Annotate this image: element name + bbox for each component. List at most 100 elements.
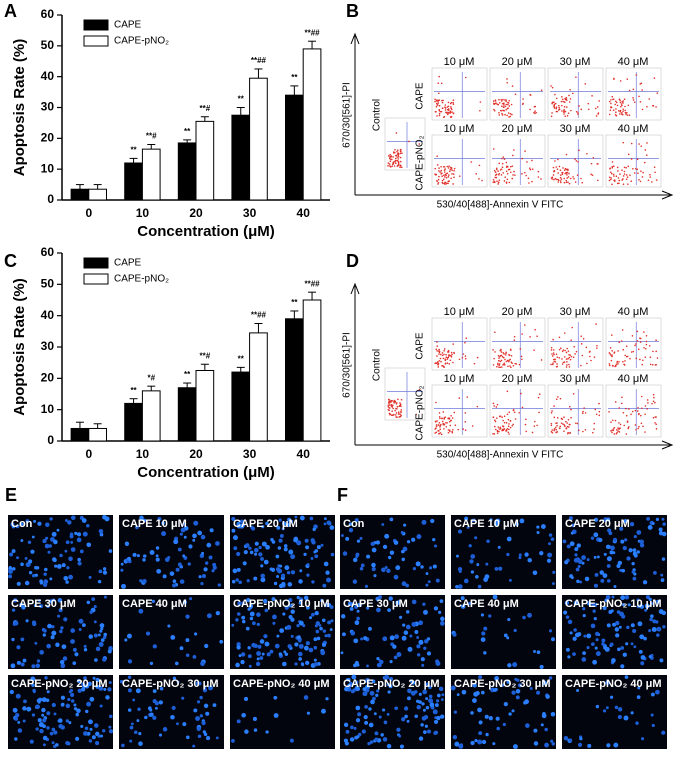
nucleus [277, 546, 282, 550]
nucleus [420, 657, 425, 662]
cell-dot [613, 352, 616, 354]
cell-dot [495, 428, 497, 431]
cell-dot [560, 100, 563, 103]
nucleus [424, 724, 428, 728]
legend-label: CAPE [114, 20, 142, 31]
cell-dot [508, 116, 510, 118]
cell-dot [508, 411, 511, 414]
nucleus [127, 659, 133, 664]
significance-label: **## [251, 56, 267, 65]
nucleus [595, 638, 599, 642]
nucleus [356, 539, 361, 543]
cell-dot [512, 154, 514, 157]
cell-dot [592, 157, 595, 159]
cell-dot [652, 350, 654, 353]
nucleus [429, 702, 435, 707]
cell-dot [445, 425, 448, 428]
nucleus [100, 734, 104, 738]
nucleus [315, 621, 321, 626]
cell-dot [638, 143, 640, 145]
cell-dot [656, 92, 659, 94]
nucleus [42, 735, 48, 741]
cell-dot [554, 102, 557, 105]
nucleus [298, 579, 303, 584]
cell-dot [434, 98, 436, 101]
cell-dot [511, 177, 514, 180]
nucleus [201, 574, 207, 579]
nucleus [47, 550, 51, 554]
cell-dot [502, 363, 505, 366]
nucleus [70, 515, 76, 521]
cell-dot [443, 423, 446, 426]
nucleus [151, 599, 156, 603]
significance-label: **## [304, 279, 320, 288]
nucleus [274, 643, 280, 649]
nucleus [278, 652, 283, 656]
cell-dot [502, 172, 505, 174]
nucleus [516, 678, 520, 682]
cell-dot [506, 359, 509, 362]
nucleus [231, 528, 236, 533]
cell-dot [519, 348, 522, 350]
cell-dot [505, 352, 507, 354]
cell-dot [452, 361, 454, 364]
cell-dot [498, 162, 501, 165]
nucleus [324, 602, 329, 608]
nucleus [129, 739, 133, 743]
cell-dot [444, 358, 446, 360]
cell-dot [496, 432, 499, 434]
cell-dot [569, 431, 571, 434]
nucleus [476, 563, 480, 567]
nucleus [261, 541, 267, 547]
cell-dot [450, 177, 452, 180]
cell-dot [509, 358, 511, 361]
nucleus [192, 654, 197, 659]
cell-dot [642, 171, 644, 174]
nucleus [351, 674, 357, 680]
cell-dot [592, 431, 594, 434]
cell-dot [529, 168, 532, 171]
nucleus [60, 663, 66, 669]
nucleus [550, 739, 554, 743]
nucleus [359, 536, 363, 540]
cell-dot [495, 173, 498, 176]
cell-dot [504, 99, 506, 101]
cell-dot [653, 77, 656, 79]
cell-dot [438, 175, 440, 178]
nucleus [51, 727, 56, 732]
nucleus [632, 628, 637, 634]
nucleus [107, 687, 112, 692]
cell-dot [492, 179, 495, 181]
nucleus [201, 551, 205, 555]
cell-dot [563, 177, 565, 180]
nucleus [623, 519, 628, 524]
nucleus [98, 686, 104, 691]
cell-dot [580, 364, 582, 367]
nucleus [28, 559, 33, 564]
nucleus [458, 569, 462, 573]
nucleus [265, 521, 269, 526]
cell-dot [398, 413, 400, 415]
cell-dot [646, 142, 648, 144]
cell-dot [394, 414, 397, 416]
nucleus [35, 663, 41, 668]
cell-dot [639, 358, 641, 361]
cell-dot [503, 109, 505, 112]
nucleus [352, 688, 356, 693]
nucleus [10, 663, 16, 669]
nucleus [103, 632, 107, 637]
nucleus [45, 536, 49, 540]
cell-dot [558, 356, 561, 359]
nucleus [661, 517, 665, 521]
nucleus [595, 704, 600, 709]
nucleus [175, 567, 180, 572]
cell-dot [464, 355, 467, 357]
cell-dot [440, 423, 442, 426]
nucleus [321, 642, 327, 647]
nucleus [545, 694, 550, 699]
cell-dot [551, 363, 554, 366]
nucleus [215, 736, 219, 740]
tile-label: CAPE-pNO₂ 20 μM [343, 678, 440, 690]
nucleus [643, 636, 647, 641]
nucleus [94, 658, 98, 662]
